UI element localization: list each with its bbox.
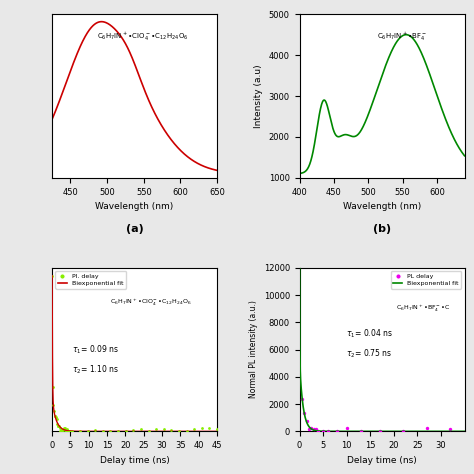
X-axis label: Wavelength (nm): Wavelength (nm) bbox=[343, 202, 421, 211]
Text: $\tau_2$= 0.75 ns: $\tau_2$= 0.75 ns bbox=[346, 347, 392, 360]
Point bbox=[55, 422, 62, 430]
Point bbox=[296, 222, 303, 230]
Point bbox=[63, 426, 71, 434]
Point bbox=[56, 427, 64, 435]
Point bbox=[54, 420, 61, 428]
Point bbox=[60, 425, 67, 432]
Point bbox=[198, 424, 206, 431]
Point bbox=[51, 412, 58, 419]
Point bbox=[65, 428, 73, 435]
Point bbox=[69, 428, 76, 435]
Point bbox=[213, 425, 221, 433]
Point bbox=[400, 428, 407, 435]
Point bbox=[324, 428, 332, 435]
Point bbox=[447, 425, 454, 432]
Text: (a): (a) bbox=[126, 224, 144, 234]
Point bbox=[152, 425, 160, 432]
Point bbox=[53, 415, 60, 423]
Y-axis label: Normal PL intensity (a.u.): Normal PL intensity (a.u.) bbox=[249, 301, 258, 399]
Point bbox=[67, 427, 74, 434]
Point bbox=[129, 426, 137, 434]
Point bbox=[301, 410, 308, 417]
Point bbox=[48, 272, 56, 279]
Point bbox=[84, 428, 91, 435]
Point bbox=[49, 383, 56, 391]
Point bbox=[308, 424, 315, 432]
Point bbox=[60, 424, 68, 432]
Point bbox=[191, 425, 198, 432]
Point bbox=[423, 424, 430, 432]
X-axis label: Delay time (ns): Delay time (ns) bbox=[100, 456, 170, 465]
Point bbox=[376, 427, 383, 435]
Point bbox=[107, 427, 114, 435]
Point bbox=[66, 428, 73, 435]
Point bbox=[183, 428, 191, 435]
Legend: PL delay, Biexponential fit: PL delay, Biexponential fit bbox=[391, 271, 461, 289]
Point bbox=[65, 428, 73, 435]
Point bbox=[114, 428, 122, 435]
Point bbox=[206, 424, 213, 432]
Point bbox=[312, 426, 320, 433]
Point bbox=[91, 427, 99, 434]
Y-axis label: Intensity (a.u): Intensity (a.u) bbox=[254, 64, 263, 128]
Point bbox=[62, 424, 69, 431]
Point bbox=[334, 428, 341, 435]
Text: C$_6$H$_7$IN$^+$$\bullet$BF$_4^-$: C$_6$H$_7$IN$^+$$\bullet$BF$_4^-$ bbox=[377, 31, 427, 43]
Point bbox=[310, 426, 318, 433]
Point bbox=[160, 425, 167, 433]
Point bbox=[122, 428, 129, 435]
Point bbox=[62, 428, 70, 435]
Point bbox=[50, 401, 57, 409]
Point bbox=[56, 424, 64, 431]
Text: $\tau_1$= 0.04 ns: $\tau_1$= 0.04 ns bbox=[346, 328, 392, 340]
Point bbox=[315, 428, 322, 435]
X-axis label: Wavelength (nm): Wavelength (nm) bbox=[95, 202, 174, 211]
Point bbox=[59, 426, 67, 434]
Point bbox=[298, 395, 306, 402]
Text: $\tau_1$= 0.09 ns: $\tau_1$= 0.09 ns bbox=[72, 344, 119, 356]
Point bbox=[99, 427, 107, 435]
Point bbox=[52, 413, 59, 420]
Point bbox=[58, 426, 65, 434]
Point bbox=[58, 426, 66, 434]
Text: C$_6$H$_7$IN$^+$$\bullet$ClO$_4^-$$\bullet$C$_{12}$H$_{24}$O$_6$: C$_6$H$_7$IN$^+$$\bullet$ClO$_4^-$$\bull… bbox=[97, 31, 189, 43]
Point bbox=[54, 422, 62, 430]
Point bbox=[52, 413, 60, 420]
Text: $\tau_2$= 1.10 ns: $\tau_2$= 1.10 ns bbox=[72, 364, 119, 376]
Text: C$_6$H$_7$IN$^+$$\bullet$BF$_4^-$$\bullet$C: C$_6$H$_7$IN$^+$$\bullet$BF$_4^-$$\bulle… bbox=[396, 304, 450, 314]
Point bbox=[61, 427, 69, 434]
Point bbox=[357, 428, 365, 435]
Point bbox=[303, 417, 310, 425]
Point bbox=[343, 424, 350, 431]
Text: C$_6$H$_7$IN$^+$$\bullet$ClO$_4^-$$\bullet$C$_{12}$H$_{24}$O$_6$: C$_6$H$_7$IN$^+$$\bullet$ClO$_4^-$$\bull… bbox=[110, 297, 192, 308]
Point bbox=[137, 425, 145, 432]
Point bbox=[305, 426, 313, 433]
X-axis label: Delay time (ns): Delay time (ns) bbox=[347, 456, 417, 465]
Text: (b): (b) bbox=[373, 224, 391, 234]
Point bbox=[145, 428, 152, 435]
Point bbox=[168, 426, 175, 434]
Point bbox=[64, 425, 71, 433]
Point bbox=[55, 422, 63, 429]
Point bbox=[64, 427, 72, 434]
Point bbox=[57, 427, 65, 434]
Point bbox=[76, 428, 84, 435]
Legend: Pl. delay, Biexponential fit: Pl. delay, Biexponential fit bbox=[55, 271, 126, 289]
Point bbox=[319, 428, 327, 435]
Point bbox=[50, 408, 58, 415]
Point bbox=[175, 427, 183, 435]
